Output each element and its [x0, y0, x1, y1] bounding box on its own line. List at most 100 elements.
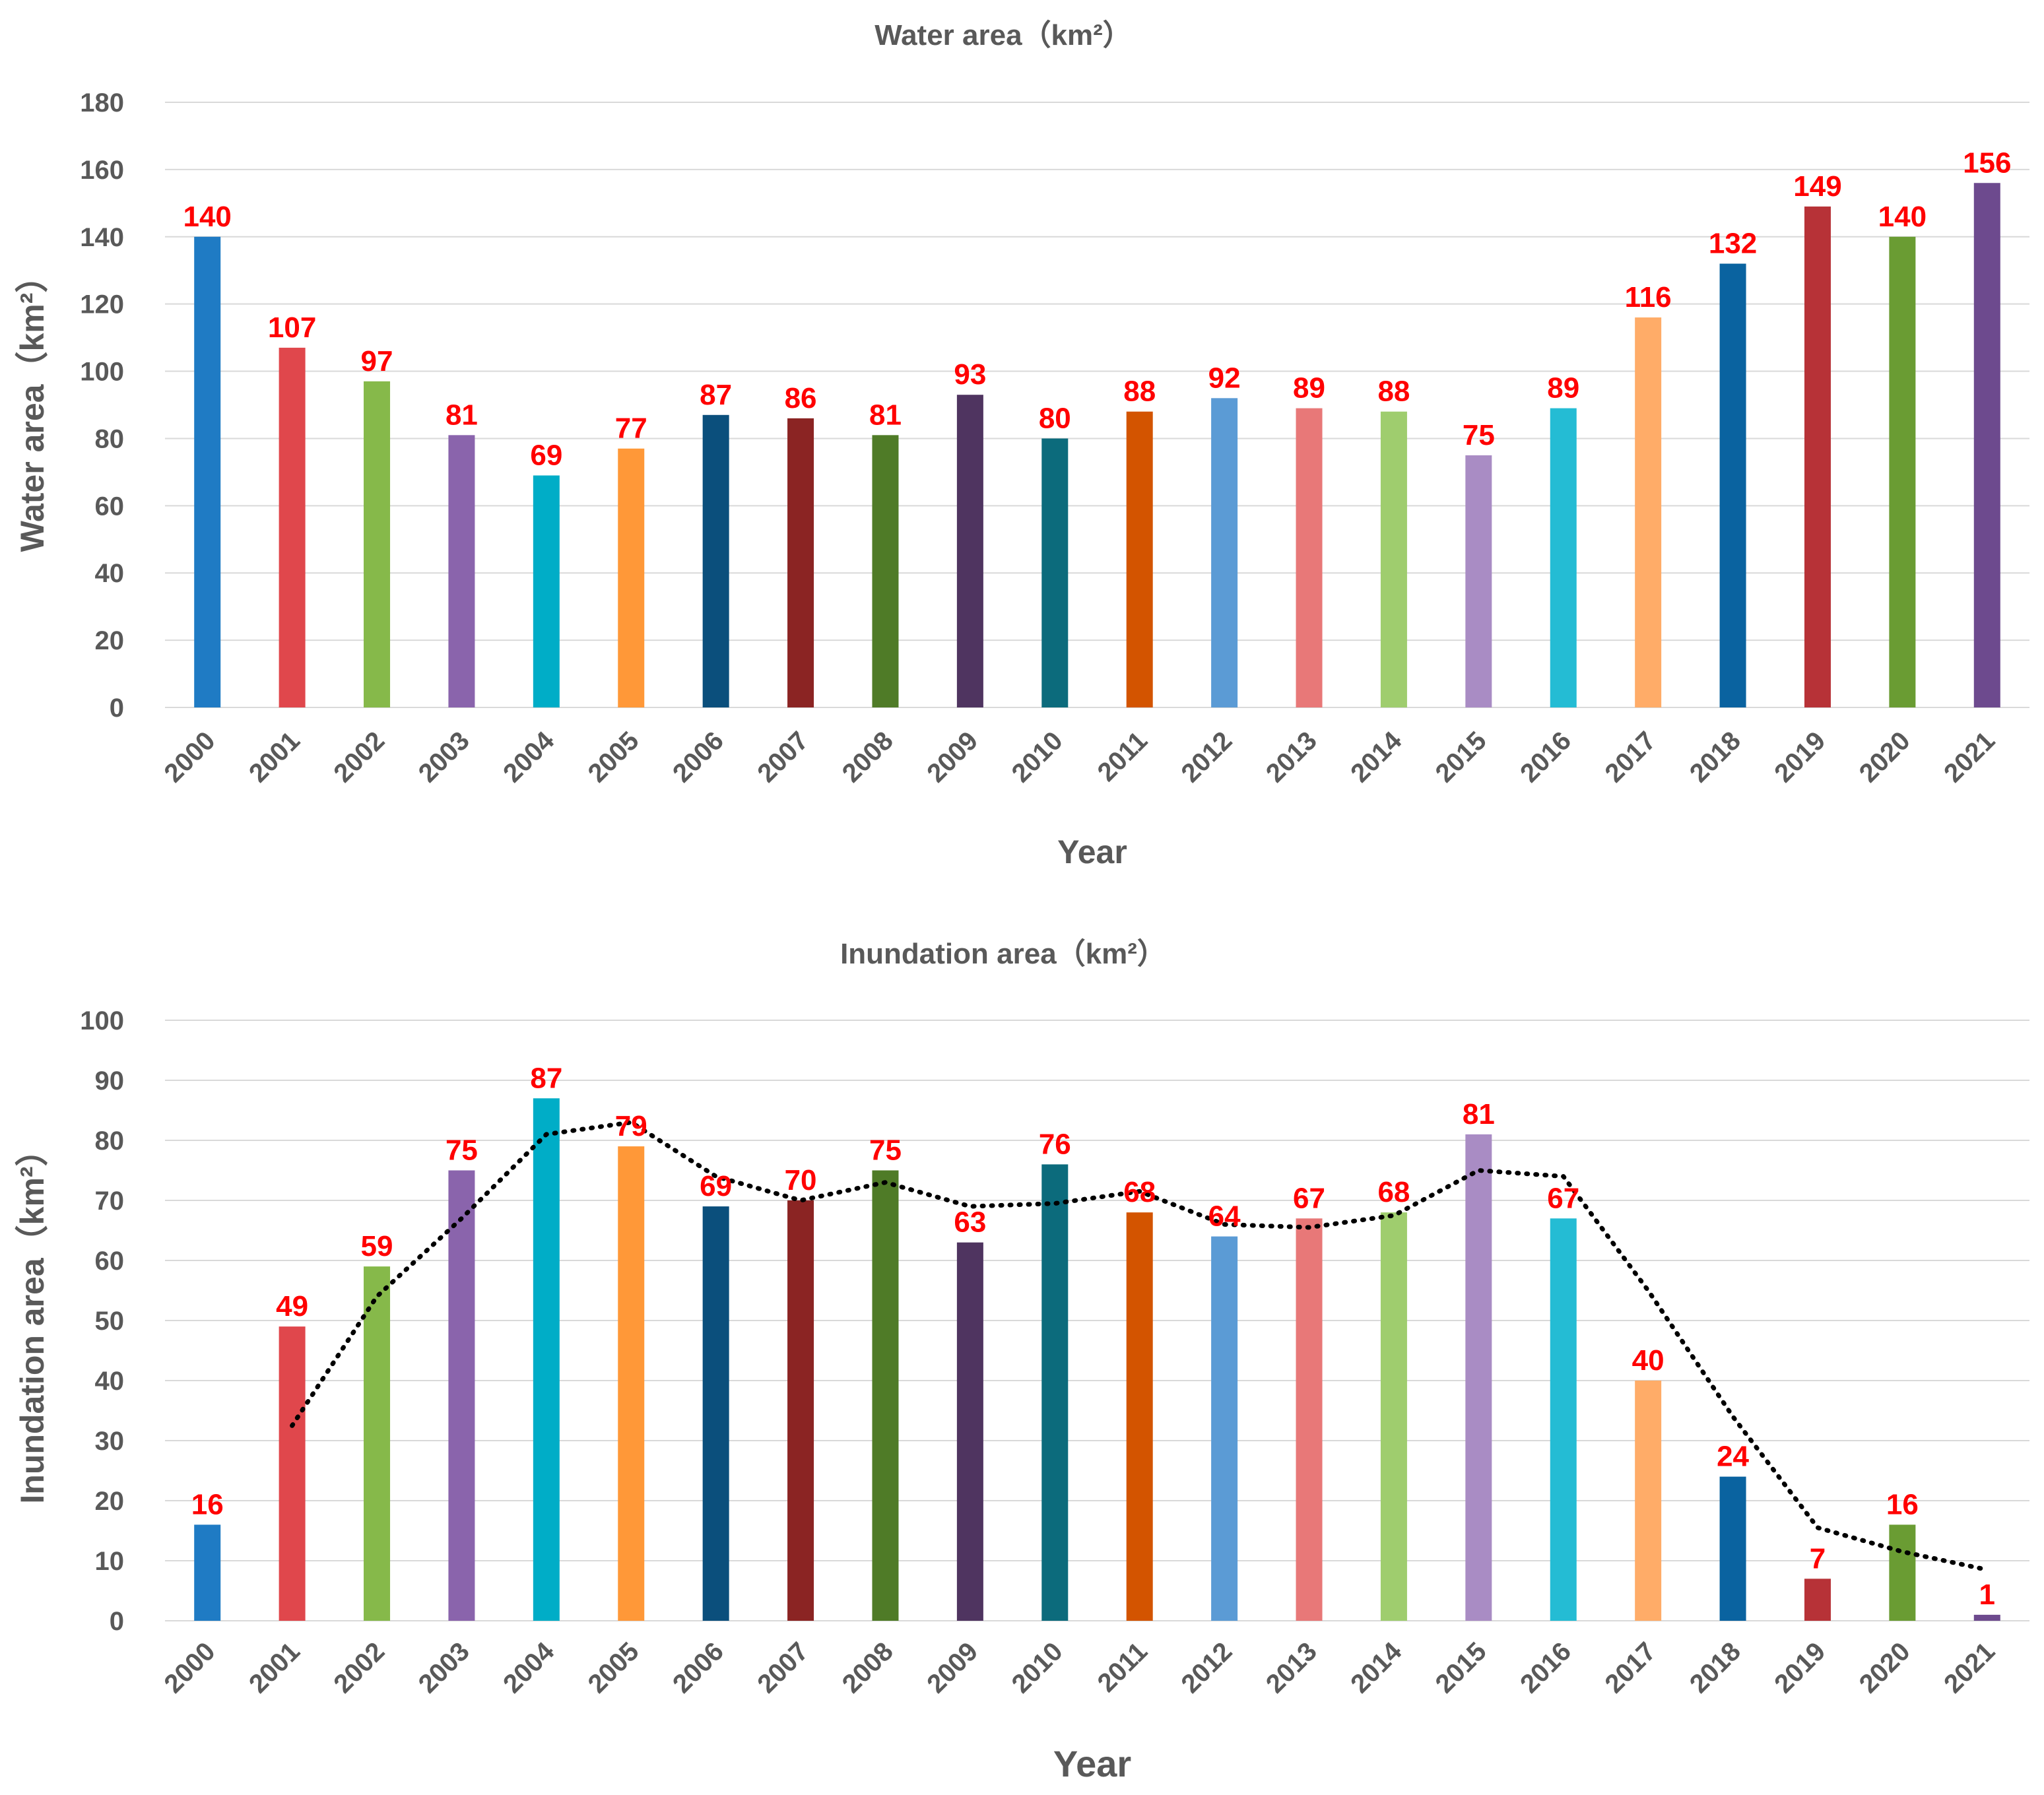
y-tick-label: 120 [80, 290, 124, 319]
x-tick-label: 2000 [159, 726, 221, 788]
bar-2015 [1465, 455, 1492, 707]
x-tick-label: 2004 [498, 726, 560, 789]
x-tick-label: 2013 [1261, 1637, 1323, 1699]
trendline [290, 1120, 1990, 1573]
x-tick-label: 2019 [1769, 726, 1831, 788]
x-tick-label: 2008 [837, 1637, 899, 1699]
y-tick-label: 0 [110, 694, 124, 723]
y-tick-label: 10 [95, 1547, 125, 1576]
data-label: 59 [361, 1230, 393, 1262]
bar-2006 [702, 1206, 729, 1621]
bar-2013 [1296, 408, 1323, 707]
y-tick-label: 80 [95, 424, 125, 453]
bar-2001 [279, 1326, 306, 1621]
bar-2002 [364, 1266, 391, 1621]
y-gridlines [165, 1020, 2029, 1621]
bar-2002 [364, 381, 391, 707]
x-tick-label: 2005 [583, 1637, 645, 1699]
data-label: 69 [700, 1170, 732, 1202]
x-tick-label: 2001 [244, 1637, 306, 1699]
data-label: 87 [530, 1062, 562, 1094]
x-tick-label: 2012 [1175, 726, 1237, 788]
y-tick-label: 60 [95, 1247, 125, 1276]
x-tick-label: 2006 [667, 726, 729, 788]
bar-2016 [1550, 408, 1577, 707]
bar-2005 [618, 448, 645, 707]
bar-2015 [1465, 1134, 1492, 1621]
bar-2020 [1889, 1524, 1916, 1621]
y-axis-title: Water area（km²） [14, 260, 51, 552]
y-tick-label: 40 [95, 1367, 125, 1396]
x-tick-label: 2005 [583, 726, 645, 788]
y-tick-label: 20 [95, 1487, 125, 1516]
x-tick-label: 2007 [752, 1637, 814, 1699]
data-label: 79 [615, 1110, 647, 1142]
x-tick-label: 2002 [328, 726, 390, 788]
bar-2017 [1635, 1381, 1662, 1621]
bar-2020 [1889, 236, 1916, 707]
x-tick-label: 2000 [159, 1637, 221, 1699]
data-label: 24 [1717, 1441, 1749, 1473]
chart-title: Water area（km²） [874, 19, 1132, 51]
y-tick-label: 60 [95, 492, 125, 521]
y-tick-labels: 0 20 40 60 80 100 120 140 160 180 [80, 88, 124, 723]
y-tick-label: 0 [110, 1607, 124, 1636]
x-axis-title: Year [1057, 833, 1127, 870]
data-label: 64 [1208, 1200, 1241, 1233]
trendline-path [290, 1120, 1990, 1573]
data-label: 63 [954, 1206, 986, 1239]
water-area-chart: Water area（km²） 0 20 40 60 80 100 120 140 160 180… [14, 19, 2029, 870]
x-tick-label: 2007 [752, 726, 814, 788]
bar-2006 [702, 414, 729, 707]
data-label: 67 [1293, 1182, 1325, 1214]
y-tick-label: 100 [80, 358, 124, 387]
bar-2008 [872, 1170, 899, 1621]
data-label: 93 [954, 358, 986, 391]
inundation-area-chart: Inundation area（km²） 0 10 20 30 40 50 60 70 80 90… [14, 938, 2029, 1784]
x-tick-label: 2021 [1938, 1637, 2000, 1699]
bar-2012 [1211, 398, 1238, 707]
data-label: 89 [1547, 372, 1579, 405]
data-label: 75 [1463, 419, 1495, 451]
data-label: 116 [1625, 281, 1672, 313]
bar-2003 [448, 435, 475, 707]
x-tick-label: 2015 [1430, 1637, 1492, 1699]
x-tick-label: 2001 [244, 726, 306, 788]
data-label: 7 [1810, 1542, 1826, 1575]
data-label: 92 [1208, 362, 1241, 394]
bar-2000 [194, 236, 221, 707]
bars [194, 1098, 2000, 1621]
data-label: 149 [1793, 170, 1841, 203]
data-labels: 140 107 97 81 69 77 87 86 81 93 80 88 92 89 88 75 89 116 1… [183, 147, 2011, 471]
bar-2014 [1380, 411, 1407, 707]
x-axis-title: Year [1053, 1743, 1131, 1784]
data-label: 87 [700, 379, 732, 411]
x-tick-label: 2015 [1430, 726, 1492, 788]
data-label: 156 [1963, 147, 2011, 179]
y-tick-label: 140 [80, 223, 124, 252]
data-label: 81 [869, 399, 902, 431]
data-label: 81 [445, 399, 478, 431]
x-tick-labels: 2000 2001 2002 2003 2004 2005 2006 2007 2008 2009… [159, 726, 2001, 789]
x-tick-label: 2002 [328, 1637, 390, 1699]
bar-2019 [1804, 206, 1831, 708]
data-label: 81 [1463, 1098, 1495, 1130]
x-tick-label: 2011 [1092, 726, 1153, 787]
bar-2007 [787, 418, 814, 707]
bar-2018 [1719, 1476, 1746, 1621]
x-tick-label: 2017 [1599, 1637, 1661, 1699]
x-tick-label: 2003 [413, 1637, 475, 1699]
y-tick-label: 100 [80, 1006, 124, 1035]
y-axis-title: Inundation area（km²） [14, 1133, 51, 1503]
data-label: 1 [1979, 1579, 1995, 1611]
y-tick-label: 80 [95, 1126, 125, 1156]
x-tick-label: 2012 [1175, 1637, 1237, 1699]
bar-2017 [1635, 317, 1662, 707]
data-label: 88 [1123, 375, 1156, 408]
bars [194, 183, 2000, 708]
bar-2003 [448, 1170, 475, 1621]
bar-2013 [1296, 1218, 1323, 1621]
bar-2010 [1041, 438, 1069, 707]
data-label: 140 [1878, 201, 1927, 233]
x-tick-label: 2013 [1261, 726, 1323, 788]
